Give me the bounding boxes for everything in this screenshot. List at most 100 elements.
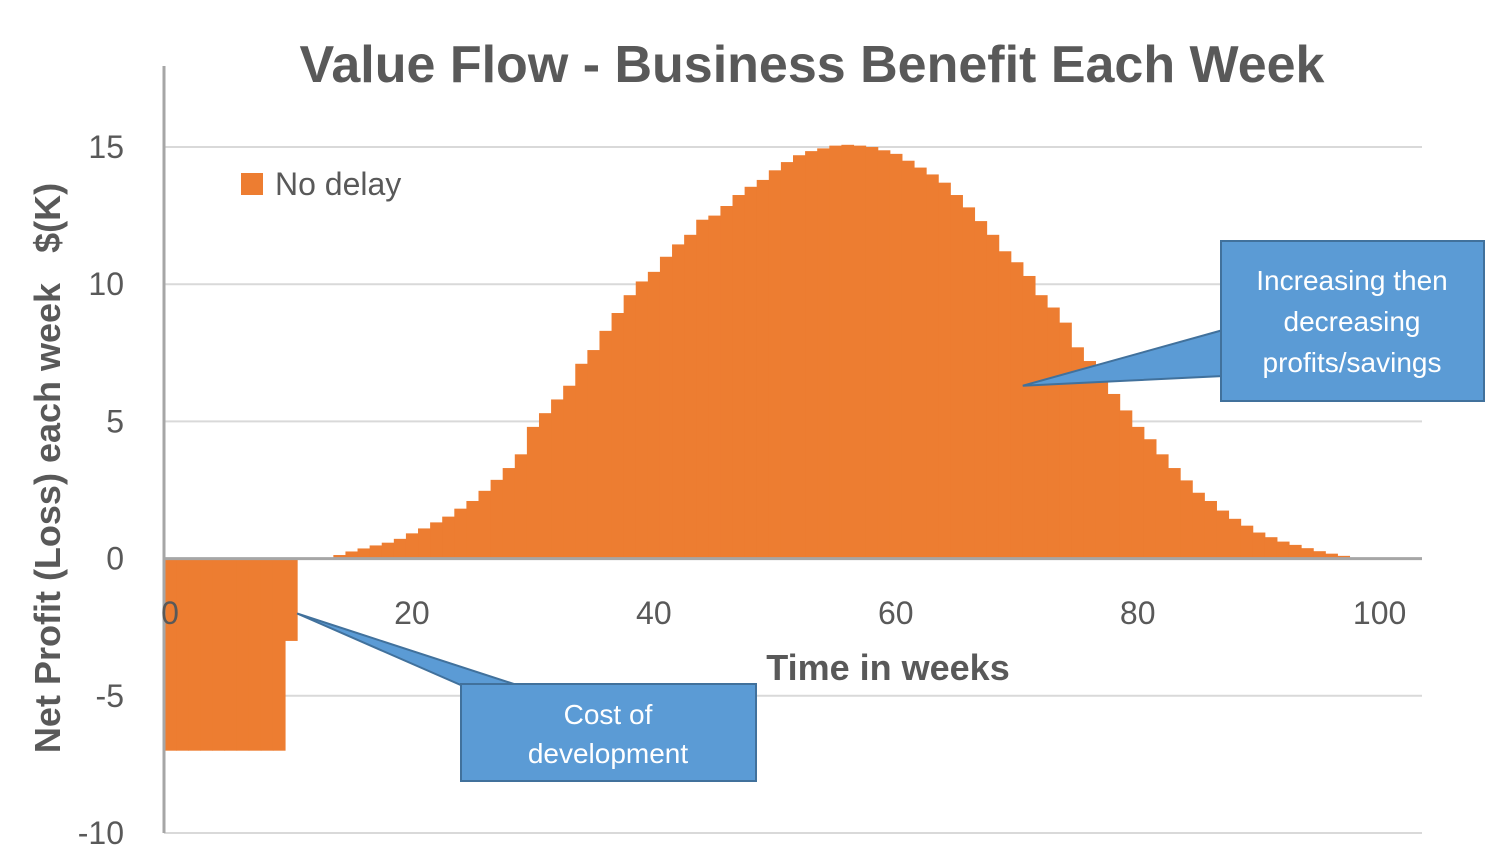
bar xyxy=(1264,537,1278,559)
x-tick-label: 60 xyxy=(878,595,914,631)
bar xyxy=(502,468,516,559)
bar xyxy=(454,508,468,559)
x-axis-title: Time in weeks xyxy=(766,647,1009,688)
bar xyxy=(526,426,540,559)
bar xyxy=(1059,322,1072,559)
bar xyxy=(901,160,915,559)
bar xyxy=(744,186,758,559)
bar xyxy=(514,454,528,559)
bar xyxy=(962,207,976,559)
bar xyxy=(1047,307,1060,559)
bar xyxy=(1216,510,1230,559)
callout-profits-line-3: profits/savings xyxy=(1263,347,1442,378)
bar xyxy=(793,155,806,559)
bar xyxy=(950,195,963,559)
bar xyxy=(236,558,250,751)
bar xyxy=(913,167,927,559)
x-tick-label: 80 xyxy=(1120,595,1156,631)
callout-profits-box xyxy=(1220,240,1485,402)
y-axis-title: Net Profit (Loss) each week $(K) xyxy=(27,183,68,753)
bar xyxy=(926,174,939,559)
x-tick-label: 20 xyxy=(394,595,430,631)
bar xyxy=(780,162,794,559)
bar xyxy=(986,234,1000,559)
bar xyxy=(333,555,347,559)
legend-swatch xyxy=(241,173,263,195)
bar xyxy=(672,244,685,559)
bar xyxy=(635,281,649,559)
y-tick-label: 10 xyxy=(88,266,124,302)
bar xyxy=(841,144,855,559)
bar xyxy=(478,490,492,559)
bar xyxy=(357,548,371,559)
y-tick-labels: -10 -5 0 5 10 15 xyxy=(78,129,124,851)
bar xyxy=(599,330,613,559)
bar xyxy=(1143,439,1157,559)
bar xyxy=(345,551,359,559)
bar xyxy=(381,542,395,559)
bar xyxy=(1325,553,1338,559)
bar xyxy=(490,479,504,559)
bar xyxy=(164,558,177,751)
x-tick-label: 40 xyxy=(636,595,672,631)
bar xyxy=(430,522,443,559)
bar xyxy=(393,538,407,559)
bar xyxy=(1167,468,1181,559)
bar xyxy=(708,215,722,559)
legend-label: No delay xyxy=(275,166,401,202)
bar xyxy=(224,558,238,751)
bar xyxy=(587,350,601,559)
bar xyxy=(418,528,431,559)
bar xyxy=(200,558,213,751)
y-tick-label: -5 xyxy=(96,678,124,714)
bar xyxy=(1010,262,1024,559)
x-tick-label: 0 xyxy=(161,595,179,631)
bar xyxy=(563,385,576,559)
bar xyxy=(1288,544,1302,559)
bar xyxy=(575,363,588,559)
bar xyxy=(732,195,746,559)
bar xyxy=(684,234,697,559)
bar xyxy=(1252,532,1266,559)
axes xyxy=(162,66,1422,833)
y-tick-label: 0 xyxy=(106,541,124,577)
bar xyxy=(1131,426,1145,559)
bar xyxy=(1071,347,1084,559)
bar xyxy=(865,147,879,559)
callout-cost-line-1: Cost of xyxy=(564,699,653,730)
bar xyxy=(369,545,383,559)
bar xyxy=(623,295,637,559)
bar xyxy=(551,399,564,559)
chart-title: Value Flow - Business Benefit Each Week xyxy=(300,36,1325,94)
bar xyxy=(1034,295,1048,559)
bar xyxy=(1095,380,1109,559)
bar xyxy=(1204,500,1217,559)
bar xyxy=(442,516,455,559)
bar xyxy=(938,182,951,559)
callout-profits-line-1: Increasing then xyxy=(1256,265,1447,296)
bar xyxy=(284,558,298,641)
bar xyxy=(1119,410,1133,559)
bar xyxy=(1276,541,1290,559)
bar xyxy=(696,219,709,559)
bar xyxy=(1240,525,1254,559)
bar xyxy=(466,500,480,559)
bar xyxy=(212,558,226,751)
bar xyxy=(853,145,867,559)
bar xyxy=(188,558,201,751)
bar xyxy=(659,256,673,559)
bars xyxy=(164,144,1363,751)
bar xyxy=(974,221,988,559)
bar xyxy=(1313,551,1326,559)
bar xyxy=(1107,393,1121,559)
x-tick-labels: 0 20 40 60 80 100 xyxy=(161,595,1406,631)
bar xyxy=(1192,492,1205,559)
x-tick-label: 100 xyxy=(1353,595,1406,631)
y-tick-label: 15 xyxy=(88,129,124,165)
bar xyxy=(720,206,734,559)
bar xyxy=(829,145,842,559)
bar xyxy=(768,170,782,559)
bar xyxy=(1083,361,1097,559)
bar xyxy=(405,533,419,559)
bar xyxy=(877,150,891,559)
